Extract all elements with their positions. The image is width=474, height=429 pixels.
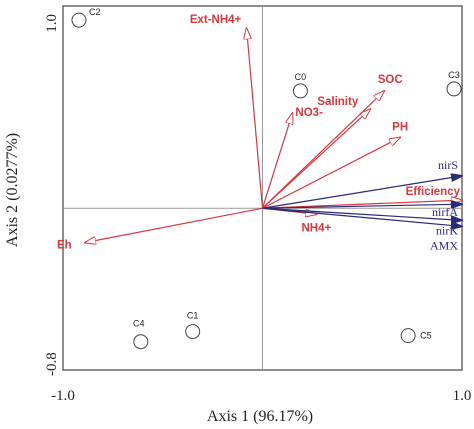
- vector-label-eh: Eh: [57, 240, 72, 252]
- vector-arrow-ph: [262, 137, 401, 209]
- x-tick-min: -1.0: [51, 388, 75, 404]
- vector-label-nh4: NH4+: [301, 222, 331, 234]
- vector-label-nirfa: nirfA: [432, 205, 458, 219]
- sample-label-c1: C1: [187, 311, 199, 321]
- vector-label-nirs: nirS: [438, 158, 458, 172]
- x-tick-max: 1.0: [453, 388, 472, 404]
- sample-point-c0: [292, 83, 308, 99]
- vector-label-no3: NO3-: [295, 107, 323, 119]
- vector-arrow-eh: [85, 207, 263, 242]
- sample-point-c4: [133, 334, 149, 350]
- sample-point-c3: [446, 81, 462, 97]
- vector-arrow-nirfa: [262, 204, 463, 209]
- vector-label-amx: AMX: [430, 238, 458, 252]
- sample-point-c1: [185, 324, 201, 340]
- vector-arrow-efficiency: [262, 200, 463, 209]
- vector-label-salinity: Salinity: [317, 96, 359, 108]
- y-axis-title: Axis 2 (0.0277%): [4, 133, 21, 247]
- samples-layer: C2 C0 C3 C4 C1 C5: [71, 7, 462, 350]
- vector-label-efficiency: Efficiency: [406, 186, 461, 198]
- sample-label-c5: C5: [420, 331, 432, 341]
- vector-arrow-extnh4: [247, 28, 264, 209]
- sample-label-c3: C3: [448, 70, 460, 80]
- sample-label-c2: C2: [89, 7, 101, 17]
- vector-arrow-amx: [262, 207, 463, 226]
- vector-arrow-no3: [261, 113, 293, 209]
- x-axis-title: Axis 1 (96.17%): [207, 408, 313, 425]
- sample-point-c2: [71, 12, 87, 28]
- sample-point-c5: [400, 328, 416, 344]
- sample-label-c0: C0: [295, 72, 307, 82]
- sample-label-c4: C4: [133, 319, 145, 329]
- vector-arrow-nirs: [262, 176, 463, 209]
- y-tick-max: 1.0: [44, 14, 60, 33]
- vector-arrow-soc: [262, 91, 385, 209]
- y-tick-min: -0.8: [44, 352, 60, 376]
- vector-arrow-nirk: [262, 207, 463, 220]
- vector-label-extnh4: Ext-NH4+: [190, 14, 242, 26]
- vectors-layer: Ext-NH4+ NO3-Salinity SOC PH Efficiency NH4+ E…: [57, 14, 462, 252]
- vector-label-ph: PH: [392, 121, 408, 133]
- vector-label-soc: SOC: [378, 74, 403, 86]
